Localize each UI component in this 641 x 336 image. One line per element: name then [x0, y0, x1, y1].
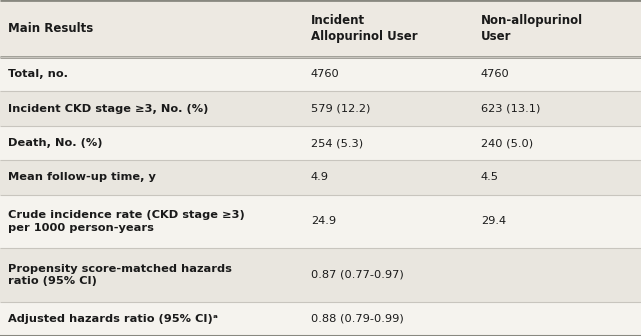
Text: 623 (13.1): 623 (13.1): [481, 103, 540, 114]
Text: Incident CKD stage ≥3, No. (%): Incident CKD stage ≥3, No. (%): [8, 103, 208, 114]
Text: 4.5: 4.5: [481, 172, 499, 182]
Bar: [0, 126, 641, 160]
Bar: [0, 91, 641, 126]
Text: Death, No. (%): Death, No. (%): [8, 138, 102, 148]
Text: Adjusted hazards ratio (95% CI)ᵃ: Adjusted hazards ratio (95% CI)ᵃ: [8, 314, 218, 324]
Text: 4760: 4760: [311, 69, 340, 79]
Text: Incident
Allopurinol User: Incident Allopurinol User: [311, 14, 417, 43]
Text: 254 (5.3): 254 (5.3): [311, 138, 363, 148]
Bar: [0, 195, 641, 248]
Text: 29.4: 29.4: [481, 216, 506, 226]
Bar: [0, 301, 641, 336]
Text: 4.9: 4.9: [311, 172, 329, 182]
Text: Main Results: Main Results: [8, 22, 93, 35]
Text: 24.9: 24.9: [311, 216, 336, 226]
Text: 4760: 4760: [481, 69, 510, 79]
Text: 240 (5.0): 240 (5.0): [481, 138, 533, 148]
Text: Mean follow-up time, y: Mean follow-up time, y: [8, 172, 156, 182]
Bar: [0, 57, 641, 91]
Text: Non-allopurinol
User: Non-allopurinol User: [481, 14, 583, 43]
Text: Propensity score-matched hazards
ratio (95% CI): Propensity score-matched hazards ratio (…: [8, 264, 231, 286]
Bar: [0, 248, 641, 301]
Text: 0.88 (0.79-0.99): 0.88 (0.79-0.99): [311, 314, 404, 324]
Text: Total, no.: Total, no.: [8, 69, 68, 79]
Text: 0.87 (0.77-0.97): 0.87 (0.77-0.97): [311, 270, 404, 280]
Text: Crude incidence rate (CKD stage ≥3)
per 1000 person-years: Crude incidence rate (CKD stage ≥3) per …: [8, 210, 244, 233]
Text: 579 (12.2): 579 (12.2): [311, 103, 370, 114]
Bar: [0, 160, 641, 195]
Bar: [0, 0, 641, 57]
